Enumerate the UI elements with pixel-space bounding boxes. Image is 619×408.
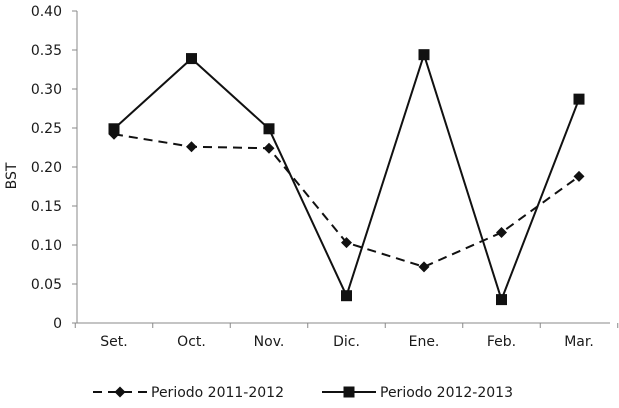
data-point bbox=[341, 237, 352, 249]
y-tick-label: 0.25 bbox=[31, 121, 62, 137]
y-axis-ticks: 0 0.05 0.10 0.15 0.20 0.25 0.30 0.35 0.40 bbox=[31, 4, 77, 332]
legend-marker bbox=[114, 386, 126, 398]
series-line bbox=[113, 51, 580, 303]
data-point bbox=[418, 49, 430, 61]
data-point bbox=[186, 53, 197, 65]
x-tick-label: Ene. bbox=[409, 334, 440, 350]
x-tick-label: Feb. bbox=[487, 334, 516, 350]
data-point bbox=[186, 141, 197, 153]
legend: Periodo 2011-2012 Periodo 2012-2013 bbox=[93, 385, 513, 401]
series-1 bbox=[108, 128, 585, 273]
legend-item: Periodo 2011-2012 bbox=[93, 385, 284, 401]
y-tick-label: 0.10 bbox=[31, 238, 62, 254]
series-group bbox=[108, 49, 585, 306]
series-2 bbox=[108, 49, 585, 306]
y-tick-label: 0.30 bbox=[31, 82, 62, 98]
x-axis-ticks: Set. Oct. Nov. Dic. Ene. Feb. Mar. bbox=[74, 323, 619, 350]
y-tick-label: 0.35 bbox=[31, 43, 62, 59]
data-point bbox=[573, 93, 585, 105]
y-tick-label: 0.15 bbox=[31, 199, 62, 215]
y-tick-label: 0.20 bbox=[31, 160, 62, 176]
axes bbox=[76, 11, 610, 324]
x-tick-label: Oct. bbox=[177, 334, 206, 350]
legend-marker bbox=[343, 386, 355, 398]
y-tick-label: 0 bbox=[53, 316, 62, 332]
data-point bbox=[263, 123, 275, 135]
data-point bbox=[263, 142, 275, 154]
y-tick-label: 0.40 bbox=[31, 4, 62, 20]
data-point bbox=[108, 123, 120, 135]
y-tick-label: 0.05 bbox=[31, 277, 62, 293]
x-tick-label: Set. bbox=[100, 334, 127, 350]
data-point bbox=[341, 290, 352, 302]
y-axis-label: BST bbox=[4, 162, 20, 189]
data-point bbox=[496, 227, 507, 239]
x-tick-label: Nov. bbox=[254, 334, 285, 350]
legend-item: Periodo 2012-2013 bbox=[322, 385, 513, 401]
data-point bbox=[573, 170, 585, 182]
data-point bbox=[418, 261, 430, 273]
x-tick-label: Dic. bbox=[333, 334, 360, 350]
legend-label: Periodo 2012-2013 bbox=[380, 385, 513, 401]
x-tick-label: Mar. bbox=[564, 334, 594, 350]
legend-label: Periodo 2011-2012 bbox=[151, 385, 284, 401]
data-point bbox=[496, 294, 507, 306]
